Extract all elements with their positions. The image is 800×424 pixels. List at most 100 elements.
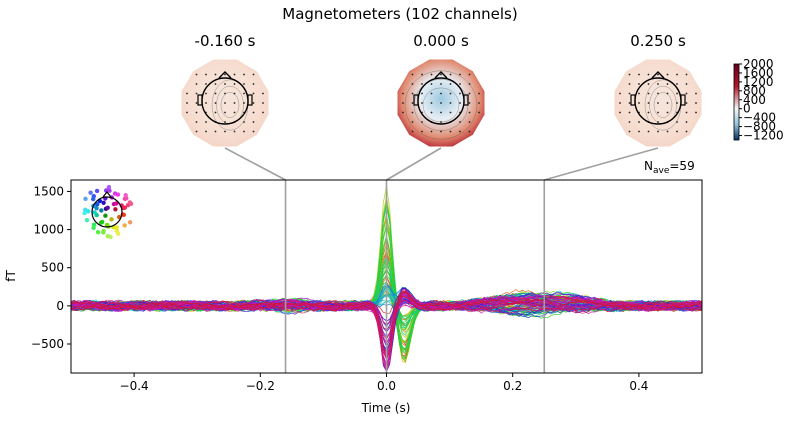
topomap-sensor — [440, 83, 442, 85]
topomap-sensor — [449, 111, 452, 114]
sensor-dot — [114, 228, 120, 233]
colorbar-tick-label: 1200 — [743, 75, 774, 89]
topomap-sensor — [478, 111, 480, 114]
topomap-sensor — [402, 102, 404, 104]
topomap-sensor — [224, 130, 226, 133]
topomap-sensor — [262, 102, 264, 104]
sensor-dot — [123, 193, 128, 198]
topomap-sensor — [685, 121, 688, 123]
topomap-connector — [386, 147, 442, 181]
topomap-sensor — [647, 92, 650, 95]
topomap-sensor — [619, 92, 621, 95]
topomap-sensor — [214, 73, 217, 76]
topomap-sensor — [676, 92, 678, 95]
sensor-dot — [84, 218, 90, 223]
topomap-sensor — [657, 73, 659, 76]
topomap-sensor — [233, 83, 236, 85]
topomap-sensor — [449, 73, 452, 76]
sensor-dot — [122, 223, 127, 228]
topomap-sensor — [685, 130, 688, 133]
sensor-dot — [104, 222, 110, 228]
topomap-sensor — [224, 102, 226, 104]
topomap-sensor — [243, 83, 245, 85]
topomap-sensor — [411, 92, 414, 95]
x-tick-label: 0.2 — [503, 379, 522, 393]
topomap-sensor — [421, 121, 423, 123]
sensor-dot — [122, 205, 128, 210]
topomap-sensor — [243, 130, 245, 133]
topomap-sensor — [195, 73, 198, 76]
topomap-sensor — [685, 102, 688, 104]
topomap-sensor — [233, 111, 236, 114]
sensor-dot — [114, 225, 120, 230]
sensor-dot — [88, 190, 93, 195]
topomap-sensor — [243, 73, 245, 76]
y-tick-label: 1500 — [33, 184, 64, 198]
topomap-sensor — [252, 83, 255, 85]
topomap-sensor — [421, 92, 423, 95]
x-tick-label: −0.2 — [246, 379, 275, 393]
topomap-sensor — [695, 111, 697, 114]
topomap-sensor — [638, 102, 640, 104]
topomap-sensor — [411, 73, 414, 76]
topomap-sensor — [205, 102, 207, 104]
topomap-sensor — [449, 83, 452, 85]
topomap-sensor — [402, 111, 404, 114]
sensor-dot — [83, 196, 88, 201]
topomap-sensor — [411, 83, 414, 85]
topomap-sensor — [252, 111, 255, 114]
topomap-sensor — [449, 102, 452, 104]
topomap-sensor — [252, 92, 255, 95]
topomap-sensor — [186, 111, 188, 114]
topomap-sensor — [195, 121, 198, 123]
topomap-sensor — [440, 73, 442, 76]
topomap-time-label: 0.000 s — [413, 32, 469, 50]
topomap-sensor — [468, 92, 471, 95]
sensor-dot — [114, 201, 119, 206]
nave-label: Nave=59 — [644, 159, 695, 176]
topomap-sensor — [440, 92, 442, 95]
topomap-sensor — [449, 92, 452, 95]
y-tick-label: −500 — [31, 337, 64, 351]
topomap-sensor — [638, 83, 640, 85]
topomap-sensor — [233, 130, 236, 133]
topomap-sensor — [459, 92, 461, 95]
sensor-dot — [107, 188, 112, 193]
topomap-sensor — [233, 73, 236, 76]
y-tick-label: 0 — [56, 299, 64, 313]
sensor-dot — [112, 191, 118, 196]
topomap-sensor — [243, 121, 245, 123]
sensor-dot — [92, 210, 97, 215]
sensor-dot — [94, 206, 99, 211]
sensor-dot — [109, 217, 114, 222]
topomap-connector — [544, 147, 659, 181]
topomap-sensor — [685, 92, 688, 95]
topomap-sensor — [224, 121, 226, 123]
topomap-sensor — [440, 130, 442, 133]
topomap-sensor — [657, 121, 659, 123]
topomap-nose — [218, 71, 232, 79]
topomap-sensor — [195, 83, 198, 85]
topomap-sensor — [186, 102, 188, 104]
topomap-sensor — [459, 102, 461, 104]
topomap-sensor — [657, 111, 659, 114]
x-tick-label: 0.0 — [377, 379, 396, 393]
topomap-nose — [434, 71, 448, 79]
colorbar-tick-label: −800 — [743, 120, 776, 134]
topomap-sensor — [243, 92, 245, 95]
colorbar-tick-label: 0 — [743, 102, 751, 116]
colorbar-tick-label: −1200 — [743, 129, 784, 143]
topomap-time-label: 0.250 s — [630, 32, 686, 50]
topomap-sensor — [657, 92, 659, 95]
topomap-sensor — [440, 111, 442, 114]
topomap-sensor — [421, 102, 423, 104]
x-axis-ticks: −0.4 −0.2 0.0 0.2 0.4 — [120, 373, 648, 393]
topomap-sensor — [468, 130, 471, 133]
topomap-sensor — [205, 83, 207, 85]
topomap-left-ear — [630, 94, 636, 106]
topomap-sensor — [666, 102, 669, 104]
topomap-sensor — [459, 73, 461, 76]
topomap-sensor — [262, 92, 264, 95]
topomap-sensor — [262, 111, 264, 114]
topomap-sensor — [430, 102, 433, 104]
